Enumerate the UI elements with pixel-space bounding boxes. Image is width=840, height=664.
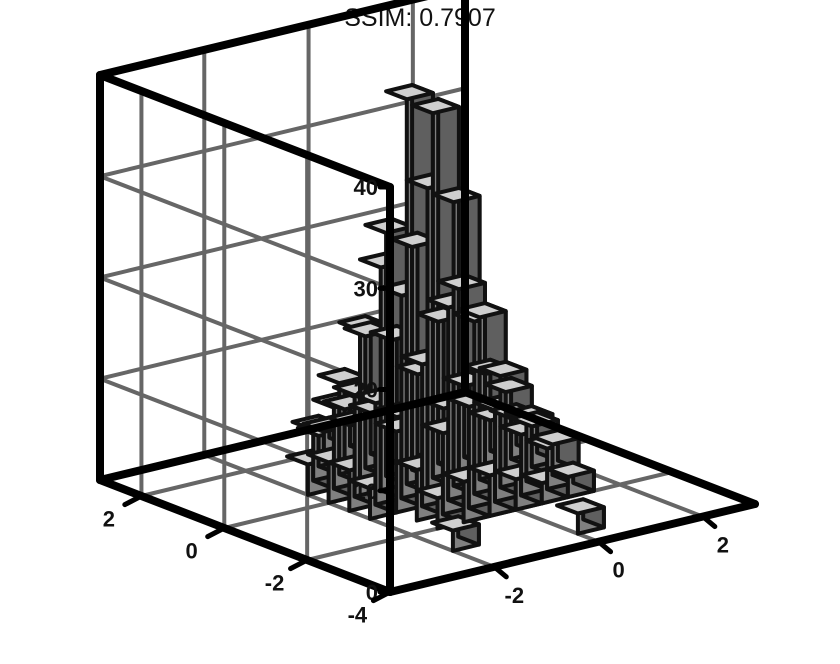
axis-edge bbox=[100, 0, 465, 75]
axis-edge bbox=[100, 75, 390, 187]
x-tick-label: -2 bbox=[505, 583, 525, 608]
z-tick-label: 40 bbox=[354, 175, 378, 200]
grid-line-backleft-z bbox=[100, 176, 390, 288]
y-tick-label: 2 bbox=[103, 507, 115, 532]
x-tick-label: 2 bbox=[717, 533, 729, 558]
z-tick-label: 30 bbox=[354, 276, 378, 301]
y-tick-label: -2 bbox=[265, 571, 285, 596]
y-tick-mark bbox=[208, 528, 225, 537]
y-tick-label: -4 bbox=[348, 603, 368, 628]
bars bbox=[287, 85, 604, 551]
x-tick-label: 0 bbox=[612, 558, 624, 583]
z-tick-label: 20 bbox=[354, 378, 378, 403]
y-tick-mark bbox=[125, 496, 142, 505]
y-tick-label: 0 bbox=[186, 539, 198, 564]
y-tick-mark bbox=[291, 560, 308, 569]
z-tick-label: 10 bbox=[354, 479, 378, 504]
